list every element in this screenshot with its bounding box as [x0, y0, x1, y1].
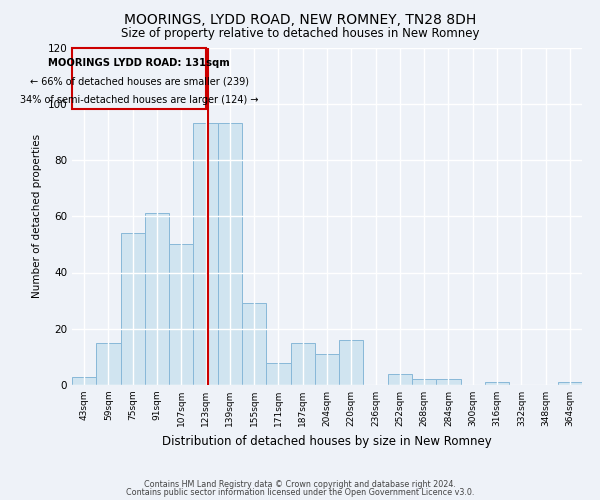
- Bar: [242, 304, 266, 385]
- Text: ← 66% of detached houses are smaller (239): ← 66% of detached houses are smaller (23…: [29, 76, 248, 86]
- Bar: [436, 380, 461, 385]
- Bar: [485, 382, 509, 385]
- Bar: [339, 340, 364, 385]
- Bar: [193, 124, 218, 385]
- Bar: [169, 244, 193, 385]
- Y-axis label: Number of detached properties: Number of detached properties: [32, 134, 42, 298]
- Bar: [266, 362, 290, 385]
- Bar: [315, 354, 339, 385]
- Text: 34% of semi-detached houses are larger (124) →: 34% of semi-detached houses are larger (…: [20, 94, 259, 104]
- Text: Size of property relative to detached houses in New Romney: Size of property relative to detached ho…: [121, 28, 479, 40]
- Bar: [145, 214, 169, 385]
- Bar: [72, 376, 96, 385]
- Bar: [218, 124, 242, 385]
- Text: Contains HM Land Registry data © Crown copyright and database right 2024.: Contains HM Land Registry data © Crown c…: [144, 480, 456, 489]
- FancyBboxPatch shape: [72, 48, 206, 110]
- Bar: [412, 380, 436, 385]
- Text: MOORINGS LYDD ROAD: 131sqm: MOORINGS LYDD ROAD: 131sqm: [48, 58, 230, 68]
- Bar: [96, 343, 121, 385]
- Text: Contains public sector information licensed under the Open Government Licence v3: Contains public sector information licen…: [126, 488, 474, 497]
- Bar: [121, 233, 145, 385]
- Bar: [290, 343, 315, 385]
- Bar: [388, 374, 412, 385]
- Bar: [558, 382, 582, 385]
- X-axis label: Distribution of detached houses by size in New Romney: Distribution of detached houses by size …: [162, 434, 492, 448]
- Text: MOORINGS, LYDD ROAD, NEW ROMNEY, TN28 8DH: MOORINGS, LYDD ROAD, NEW ROMNEY, TN28 8D…: [124, 12, 476, 26]
